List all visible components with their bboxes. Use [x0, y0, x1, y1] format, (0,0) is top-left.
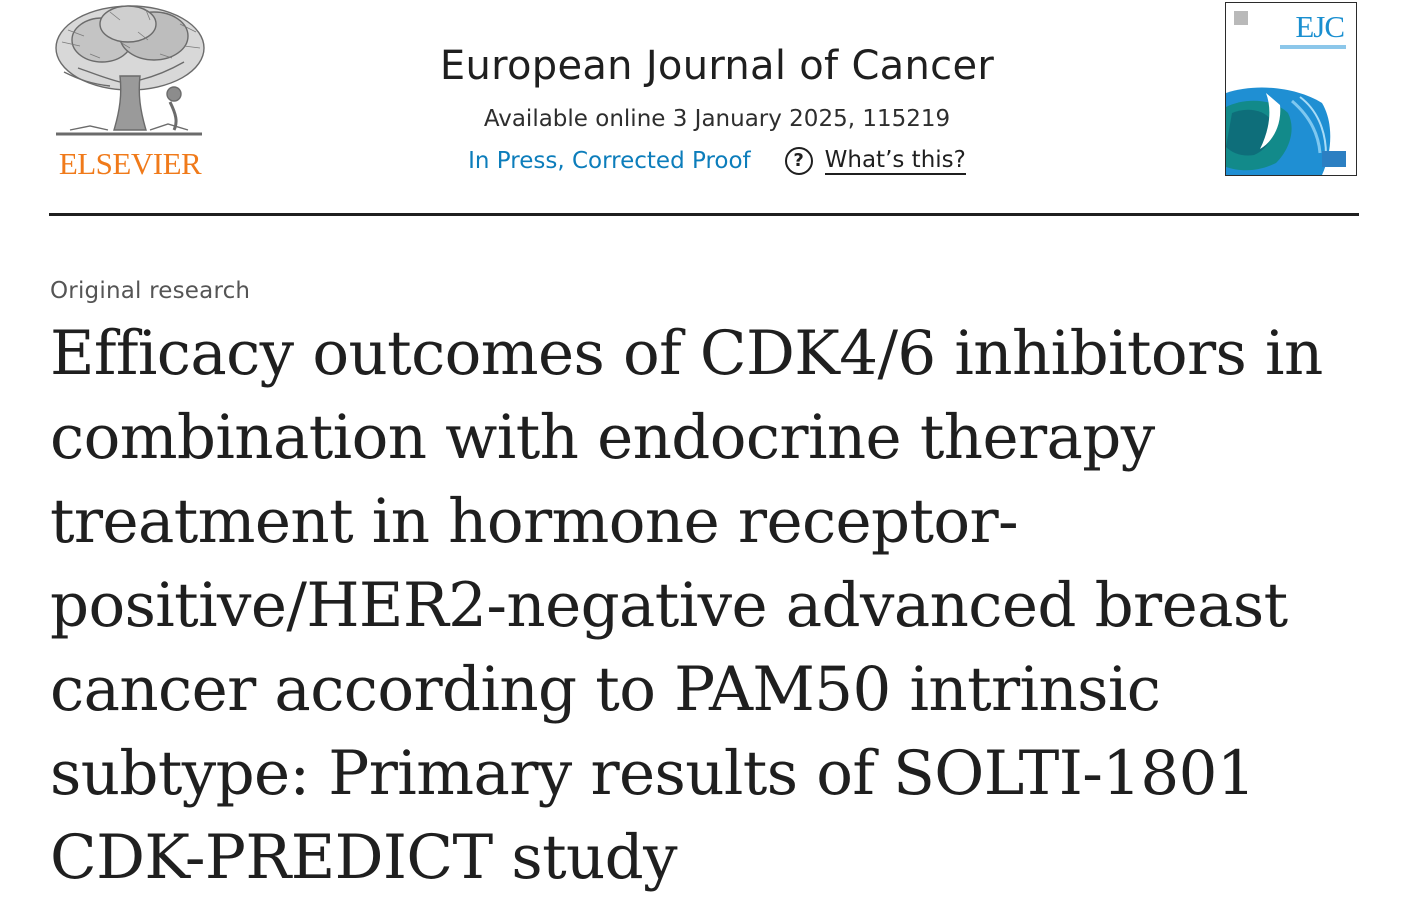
- availability-date: Available online 3 January 2025, 115219: [483, 106, 951, 132]
- cover-subtitle-line: [1280, 45, 1346, 49]
- whats-this-button[interactable]: ? What’s this?: [784, 147, 966, 175]
- article-title: Efficacy outcomes of CDK4/6 inhibitors i…: [50, 318, 1323, 893]
- in-press-link[interactable]: In Press, Corrected Proof: [468, 148, 751, 174]
- cover-art-icon: [1226, 83, 1356, 175]
- article-type-label: Original research: [50, 278, 251, 304]
- article-status: In Press, Corrected Proof ? What’s this?: [300, 146, 1134, 176]
- tree-emblem-icon: [55, 5, 205, 136]
- journal-info: European Journal of Cancer Available onl…: [300, 38, 1134, 176]
- journal-title[interactable]: European Journal of Cancer: [439, 43, 995, 89]
- cover-publisher-icon: [1234, 11, 1248, 25]
- cover-society-badge: [1322, 151, 1346, 167]
- article-header: ELSEVIER European Journal of Cancer Avai…: [0, 0, 1424, 218]
- cover-journal-abbrev: EJC: [1295, 9, 1345, 44]
- journal-cover-thumbnail[interactable]: EJC: [1225, 2, 1357, 176]
- question-circle-icon: ?: [784, 147, 813, 175]
- whats-this-label: What’s this?: [824, 147, 966, 175]
- publisher-logo[interactable]: ELSEVIER: [48, 2, 210, 182]
- header-divider: [49, 213, 1359, 216]
- publisher-wordmark: ELSEVIER: [58, 146, 202, 181]
